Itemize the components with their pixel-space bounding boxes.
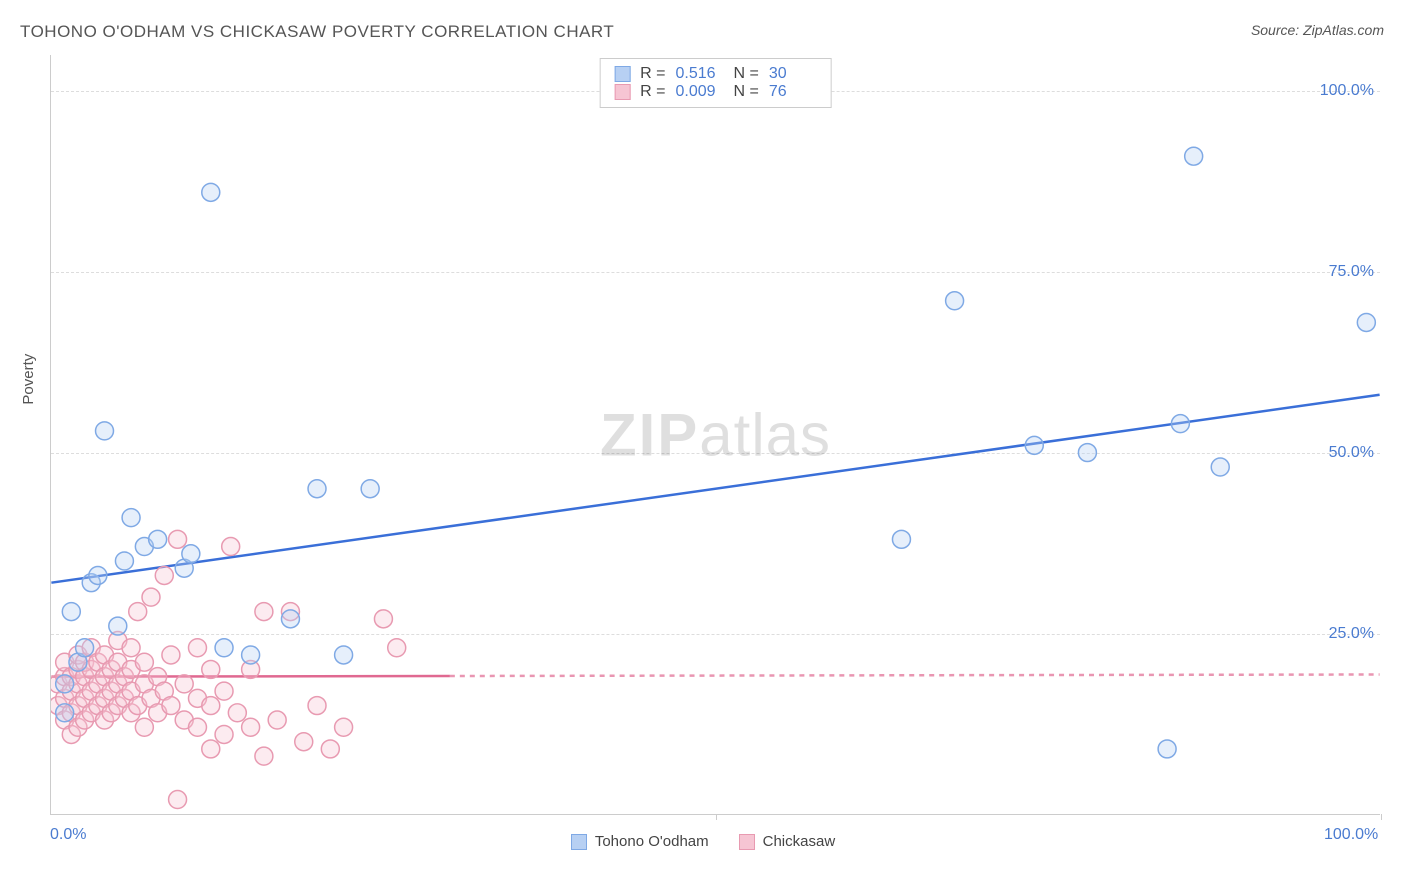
r-value-0: 0.516 xyxy=(676,65,724,83)
r-label-0: R = xyxy=(640,65,665,83)
scatter-svg xyxy=(51,55,1380,814)
r-label-1: R = xyxy=(640,83,665,101)
n-label-1: N = xyxy=(734,83,759,101)
series-legend: Tohono O'odham Chickasaw xyxy=(0,833,1406,850)
n-label-0: N = xyxy=(734,65,759,83)
x-tick-label: 0.0% xyxy=(50,826,86,844)
legend-swatch-0 xyxy=(614,66,630,82)
chart-title: TOHONO O'ODHAM VS CHICKASAW POVERTY CORR… xyxy=(20,22,614,42)
chart-container: TOHONO O'ODHAM VS CHICKASAW POVERTY CORR… xyxy=(0,0,1406,892)
legend-label-1: Chickasaw xyxy=(763,833,836,850)
legend-item-1: Chickasaw xyxy=(739,833,836,850)
source-name: ZipAtlas.com xyxy=(1303,22,1384,38)
r-value-1: 0.009 xyxy=(676,83,724,101)
legend-swatch-bottom-1 xyxy=(739,834,755,850)
x-tick-label: 100.0% xyxy=(1324,826,1378,844)
legend-item-0: Tohono O'odham xyxy=(571,833,709,850)
correlation-legend: R = 0.516 N = 30 R = 0.009 N = 76 xyxy=(599,58,832,108)
correlation-legend-row-0: R = 0.516 N = 30 xyxy=(614,65,817,83)
correlation-legend-row-1: R = 0.009 N = 76 xyxy=(614,83,817,101)
n-value-0: 30 xyxy=(769,65,817,83)
n-value-1: 76 xyxy=(769,83,817,101)
plot-area: ZIPatlas 25.0%50.0%75.0%100.0% R = 0.516… xyxy=(50,55,1380,815)
legend-swatch-1 xyxy=(614,84,630,100)
legend-label-0: Tohono O'odham xyxy=(595,833,709,850)
source-credit: Source: ZipAtlas.com xyxy=(1251,22,1384,38)
y-axis-label: Poverty xyxy=(20,354,37,405)
source-prefix: Source: xyxy=(1251,22,1303,38)
legend-swatch-bottom-0 xyxy=(571,834,587,850)
